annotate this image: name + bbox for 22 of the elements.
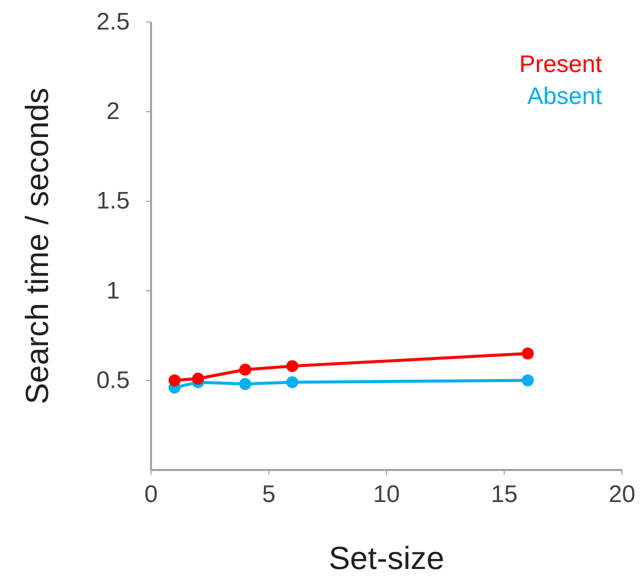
x-tick-label: 15 — [490, 481, 518, 508]
y-tick-label: 1 — [106, 277, 120, 304]
point — [239, 378, 252, 390]
point — [522, 348, 534, 360]
x-tick-label: 20 — [608, 481, 636, 508]
point — [239, 364, 252, 376]
y-tick-label: 1.5 — [96, 188, 130, 215]
point — [286, 360, 298, 372]
x-tick-label: 10 — [373, 481, 400, 508]
point — [168, 374, 181, 386]
point — [522, 374, 534, 386]
x-axis-title: Set-size — [328, 540, 444, 576]
y-tick-label: 2.5 — [96, 8, 130, 36]
x-tick-label: 5 — [262, 481, 276, 508]
y-axis-title: Search time / seconds — [19, 88, 55, 404]
y-tick-label: 2 — [106, 98, 120, 126]
x-tick-label: 0 — [144, 481, 158, 508]
text: Absent — [527, 83, 602, 110]
text: Present — [519, 51, 602, 78]
point — [192, 372, 204, 385]
point — [286, 376, 298, 388]
y-tick-label: 0.5 — [96, 366, 130, 394]
